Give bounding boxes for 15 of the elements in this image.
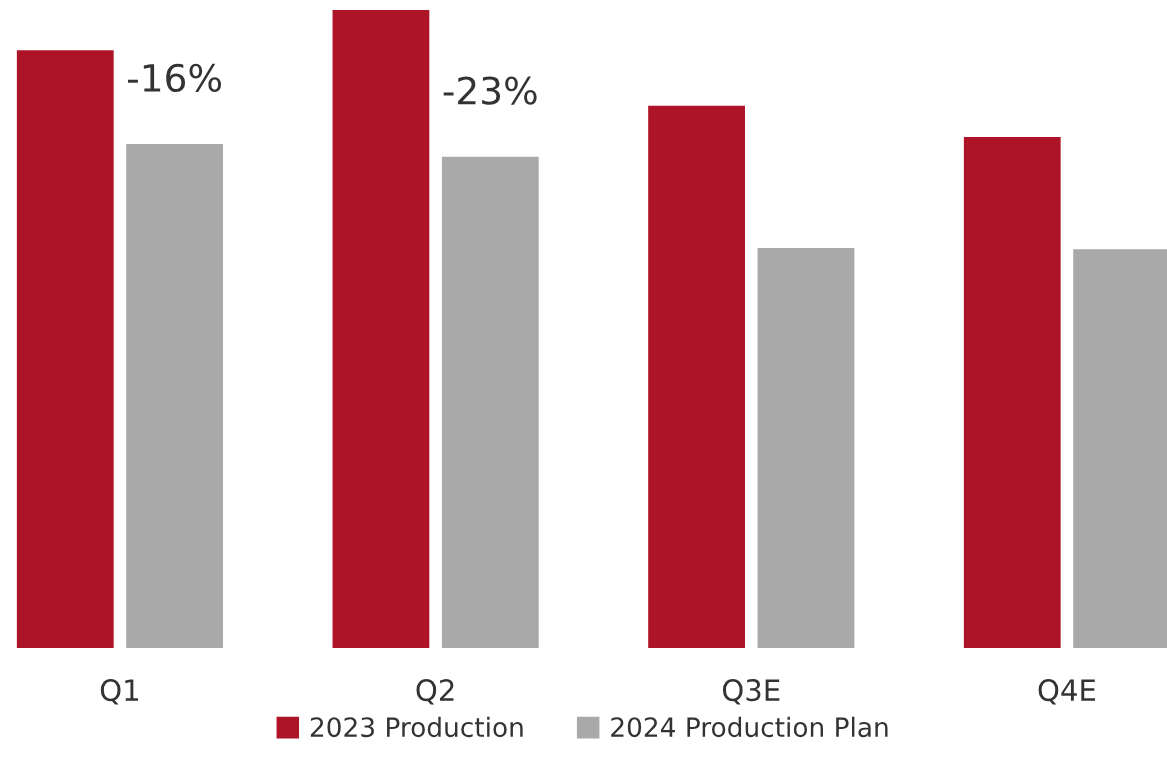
annotation: -23% — [443, 76, 537, 105]
bar — [16, 50, 114, 649]
bar — [963, 136, 1061, 649]
bar — [648, 105, 745, 649]
bar — [332, 9, 430, 649]
bar — [757, 247, 855, 649]
legend-label: 2023 Production — [310, 716, 523, 738]
x-tick-label: Q1 — [100, 679, 139, 705]
x-tick-label: Q4E — [1038, 679, 1096, 705]
bar — [126, 143, 224, 649]
bar — [441, 156, 539, 649]
annotation: -16% — [128, 63, 222, 93]
x-tick-label: Q2 — [416, 679, 454, 705]
x-tick-label: Q3E — [722, 679, 780, 705]
legend-label: 2024 Production Plan — [611, 716, 888, 738]
